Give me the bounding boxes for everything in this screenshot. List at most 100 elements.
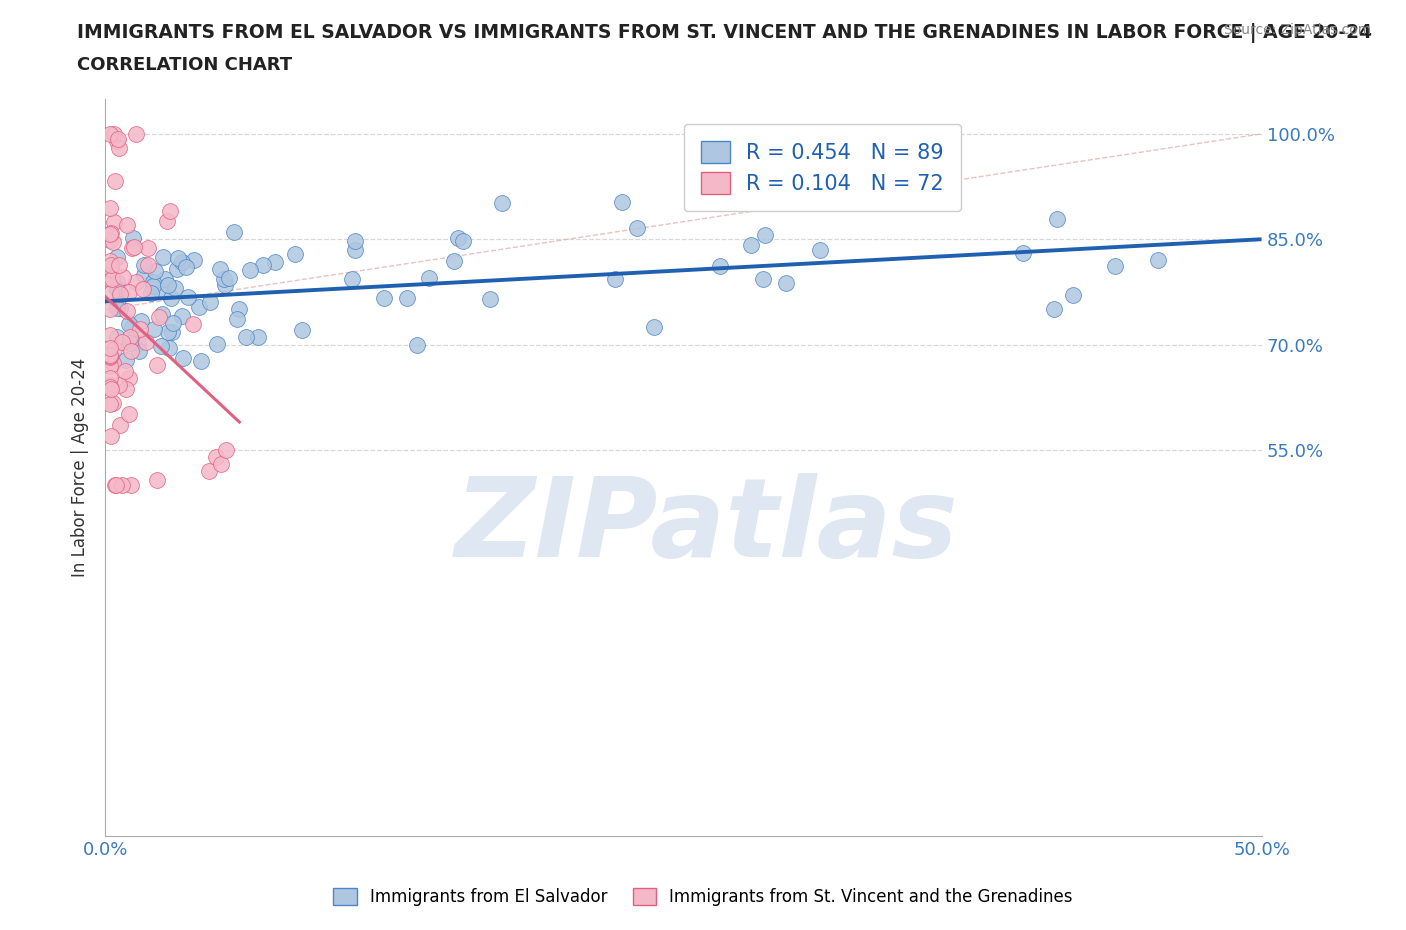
Point	[263, 254, 285, 269]
Point	[98, 380, 121, 395]
Point	[100, 286, 122, 301]
Point	[291, 322, 314, 337]
Point	[136, 241, 159, 256]
Point	[122, 230, 145, 245]
Point	[118, 329, 141, 344]
Point	[252, 258, 274, 272]
Point	[443, 253, 465, 268]
Point	[218, 271, 240, 286]
Point	[100, 258, 122, 272]
Text: CORRELATION CHART: CORRELATION CHART	[77, 56, 292, 73]
Point	[115, 382, 138, 397]
Point	[108, 258, 131, 272]
Point	[155, 272, 177, 286]
Point	[132, 282, 155, 297]
Point	[107, 131, 129, 146]
Point	[134, 258, 156, 272]
Point	[108, 378, 131, 392]
Point	[177, 290, 200, 305]
Point	[406, 338, 429, 352]
Point	[108, 418, 131, 432]
Text: Source: ZipAtlas.com: Source: ZipAtlas.com	[1223, 23, 1371, 37]
Point	[120, 336, 142, 351]
Point	[105, 330, 128, 345]
Point	[132, 268, 155, 283]
Point	[121, 319, 143, 334]
Point	[98, 272, 121, 286]
Point	[626, 220, 648, 235]
Point	[120, 344, 142, 359]
Point	[101, 355, 124, 370]
Point	[214, 443, 236, 458]
Point	[1012, 246, 1035, 260]
Point	[478, 292, 501, 307]
Point	[125, 126, 148, 141]
Text: ZIPatlas: ZIPatlas	[454, 473, 959, 580]
Point	[117, 218, 139, 232]
Point	[343, 243, 366, 258]
Point	[160, 325, 183, 339]
Point	[142, 274, 165, 289]
Point	[172, 351, 194, 365]
Point	[808, 243, 831, 258]
Point	[98, 253, 121, 268]
Point	[1146, 253, 1168, 268]
Point	[603, 272, 626, 286]
Point	[104, 174, 127, 189]
Point	[1104, 259, 1126, 273]
Point	[612, 194, 634, 209]
Point	[103, 396, 125, 411]
Point	[214, 277, 236, 292]
Point	[98, 227, 121, 242]
Point	[396, 290, 419, 305]
Point	[103, 215, 125, 230]
Point	[209, 457, 232, 472]
Point	[135, 335, 157, 350]
Point	[451, 234, 474, 249]
Point	[340, 271, 363, 286]
Point	[172, 309, 194, 324]
Point	[105, 300, 128, 315]
Point	[146, 472, 169, 487]
Point	[1046, 211, 1069, 226]
Point	[98, 396, 121, 411]
Point	[105, 296, 128, 311]
Point	[101, 272, 124, 286]
Point	[118, 316, 141, 331]
Point	[156, 278, 179, 293]
Point	[643, 320, 665, 335]
Point	[98, 371, 121, 386]
Point	[114, 364, 136, 379]
Point	[100, 262, 122, 277]
Point	[160, 290, 183, 305]
Point	[166, 261, 188, 276]
Legend: Immigrants from El Salvador, Immigrants from St. Vincent and the Grenadines: Immigrants from El Salvador, Immigrants …	[326, 881, 1080, 912]
Point	[146, 358, 169, 373]
Point	[100, 225, 122, 240]
Y-axis label: In Labor Force | Age 20-24: In Labor Force | Age 20-24	[72, 358, 89, 578]
Point	[125, 275, 148, 290]
Point	[127, 336, 149, 351]
Point	[108, 300, 131, 315]
Point	[198, 295, 221, 310]
Point	[209, 261, 232, 276]
Point	[1042, 301, 1064, 316]
Point	[491, 195, 513, 210]
Point	[150, 339, 173, 353]
Point	[226, 312, 249, 326]
Point	[104, 478, 127, 493]
Point	[222, 225, 245, 240]
Point	[105, 250, 128, 265]
Point	[228, 301, 250, 316]
Point	[118, 406, 141, 421]
Point	[98, 126, 121, 141]
Point	[157, 340, 180, 355]
Point	[111, 478, 134, 493]
Point	[143, 263, 166, 278]
Point	[142, 321, 165, 336]
Point	[198, 463, 221, 478]
Point	[98, 348, 121, 363]
Point	[98, 378, 121, 392]
Point	[103, 341, 125, 356]
Point	[98, 350, 121, 365]
